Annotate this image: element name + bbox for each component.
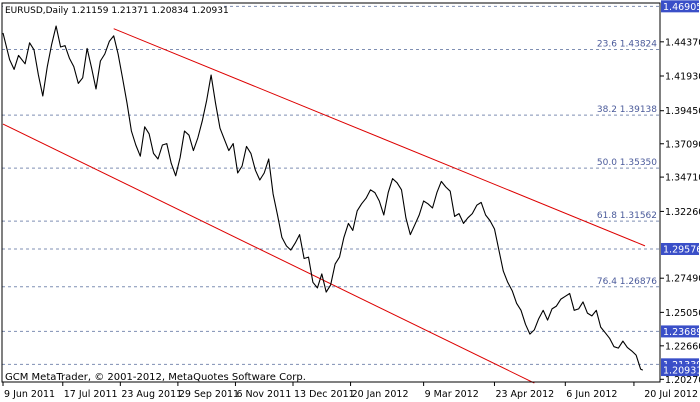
price-line <box>2 25 644 371</box>
chart-title: EURUSD,Daily 1.21159 1.21371 1.20834 1.2… <box>5 6 229 16</box>
channel-line <box>113 28 646 247</box>
y-tick-label: 1.39450 <box>665 106 700 117</box>
y-tick-label: 1.44370 <box>665 37 700 48</box>
y-tick-label: 1.34710 <box>665 173 700 184</box>
price-level-box <box>661 325 699 338</box>
x-tick-label: 20 Jan 2012 <box>352 389 409 400</box>
fib-level-label: 23.6 1.43824 <box>597 39 657 49</box>
y-tick-label: 1.25050 <box>665 308 700 319</box>
fib-level-label: 38.2 1.39138 <box>597 105 657 115</box>
x-tick-label: 13 Dec 2011 <box>294 389 355 400</box>
price-level-label: 1.20931 <box>663 366 700 377</box>
price-level-label: 1.46905 <box>663 2 700 13</box>
chart-frame-outline <box>1 2 661 383</box>
y-tick-label: 1.37090 <box>665 139 700 150</box>
y-tick-label: 1.27490 <box>665 274 700 285</box>
channel-line <box>2 123 535 384</box>
title-backdrop <box>3 4 223 16</box>
x-tick-label: 9 Mar 2012 <box>425 389 479 400</box>
x-tick-label: 17 Jul 2011 <box>64 389 118 400</box>
x-tick-label: 20 Jul 2012 <box>644 389 698 400</box>
y-tick-label: 1.20270 <box>665 375 700 386</box>
x-tick-label: 6 Nov 2011 <box>236 389 291 400</box>
fib-level-label: 50.0 1.35350 <box>597 158 657 168</box>
x-tick-label: 29 Sep 2011 <box>179 389 239 400</box>
x-tick-label: 6 Jun 2012 <box>566 389 617 400</box>
y-tick-label: 1.41930 <box>665 71 700 82</box>
fib-level-label: 61.8 1.31562 <box>597 211 657 221</box>
price-level-label: 1.23689 <box>663 327 700 338</box>
price-level-box <box>661 242 699 255</box>
x-tick-label: 23 Aug 2011 <box>121 389 182 400</box>
fib-level-label: 76.4 1.26876 <box>597 277 657 287</box>
price-level-box <box>661 0 699 13</box>
x-tick-label: 23 Apr 2012 <box>495 389 554 400</box>
price-level-label: 1.29576 <box>663 244 700 255</box>
y-tick-label: 1.32260 <box>665 207 700 218</box>
price-level-box <box>661 364 699 377</box>
chart-frame <box>1 2 661 383</box>
y-tick-label: 1.22660 <box>665 341 700 352</box>
copyright-text: GCM MetaTrader, © 2001-2012, MetaQuotes … <box>5 372 306 383</box>
copyright-backdrop <box>3 370 333 382</box>
x-tick-label: 9 Jun 2011 <box>4 389 55 400</box>
